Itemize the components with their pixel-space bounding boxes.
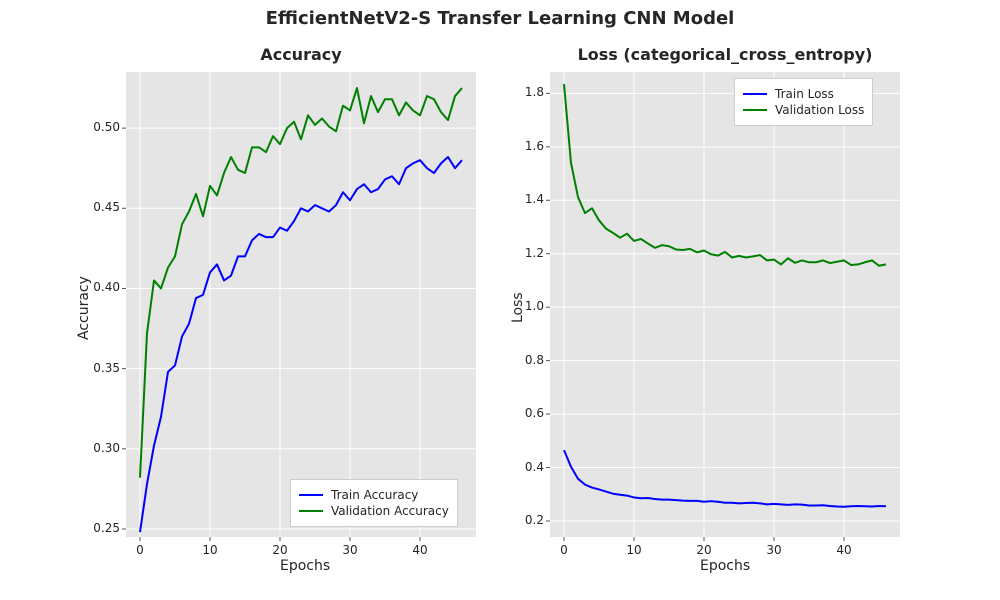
- y-tick-label: 1.2: [525, 246, 544, 260]
- legend-label: Train Loss: [775, 87, 834, 101]
- legend-item: Train Loss: [743, 87, 864, 101]
- legend-label: Train Accuracy: [331, 488, 418, 502]
- x-tick-label: 40: [834, 543, 854, 557]
- x-tick-label: 40: [410, 543, 430, 557]
- x-tick-label: 20: [270, 543, 290, 557]
- legend-swatch: [299, 510, 323, 512]
- accuracy-subplot-title: Accuracy: [126, 45, 476, 64]
- y-tick-label: 0.6: [525, 406, 544, 420]
- legend-swatch: [299, 494, 323, 496]
- legend-label: Validation Accuracy: [331, 504, 449, 518]
- y-tick-label: 1.6: [525, 139, 544, 153]
- loss-subplot-title: Loss (categorical_cross_entropy): [550, 45, 900, 64]
- x-tick-label: 10: [624, 543, 644, 557]
- accuracy-chart: [126, 72, 476, 537]
- loss-chart: [550, 72, 900, 537]
- legend-label: Validation Loss: [775, 103, 864, 117]
- y-tick-label: 1.0: [525, 299, 544, 313]
- legend-item: Validation Accuracy: [299, 504, 449, 518]
- legend-item: Train Accuracy: [299, 488, 449, 502]
- legend-item: Validation Loss: [743, 103, 864, 117]
- x-tick-label: 30: [340, 543, 360, 557]
- y-tick-label: 0.45: [93, 200, 120, 214]
- loss-xlabel: Epochs: [700, 558, 750, 574]
- x-tick-label: 0: [130, 543, 150, 557]
- y-tick-label: 0.8: [525, 353, 544, 367]
- loss-ylabel: Loss: [510, 292, 526, 323]
- x-tick-label: 20: [694, 543, 714, 557]
- y-tick-label: 0.40: [93, 280, 120, 294]
- y-tick-label: 0.50: [93, 120, 120, 134]
- y-tick-label: 0.2: [525, 513, 544, 527]
- figure-suptitle: EfficientNetV2-S Transfer Learning CNN M…: [0, 8, 1000, 29]
- y-tick-label: 1.8: [525, 85, 544, 99]
- accuracy-xlabel: Epochs: [280, 558, 330, 574]
- y-tick-label: 0.25: [93, 521, 120, 535]
- loss-legend: Train Loss Validation Loss: [734, 78, 873, 126]
- y-tick-label: 0.35: [93, 361, 120, 375]
- x-tick-label: 0: [554, 543, 574, 557]
- y-tick-label: 1.4: [525, 192, 544, 206]
- accuracy-legend: Train Accuracy Validation Accuracy: [290, 479, 458, 527]
- x-tick-label: 30: [764, 543, 784, 557]
- accuracy-ylabel: Accuracy: [76, 276, 92, 340]
- y-tick-label: 0.30: [93, 441, 120, 455]
- legend-swatch: [743, 109, 767, 111]
- legend-swatch: [743, 93, 767, 95]
- y-tick-label: 0.4: [525, 460, 544, 474]
- x-tick-label: 10: [200, 543, 220, 557]
